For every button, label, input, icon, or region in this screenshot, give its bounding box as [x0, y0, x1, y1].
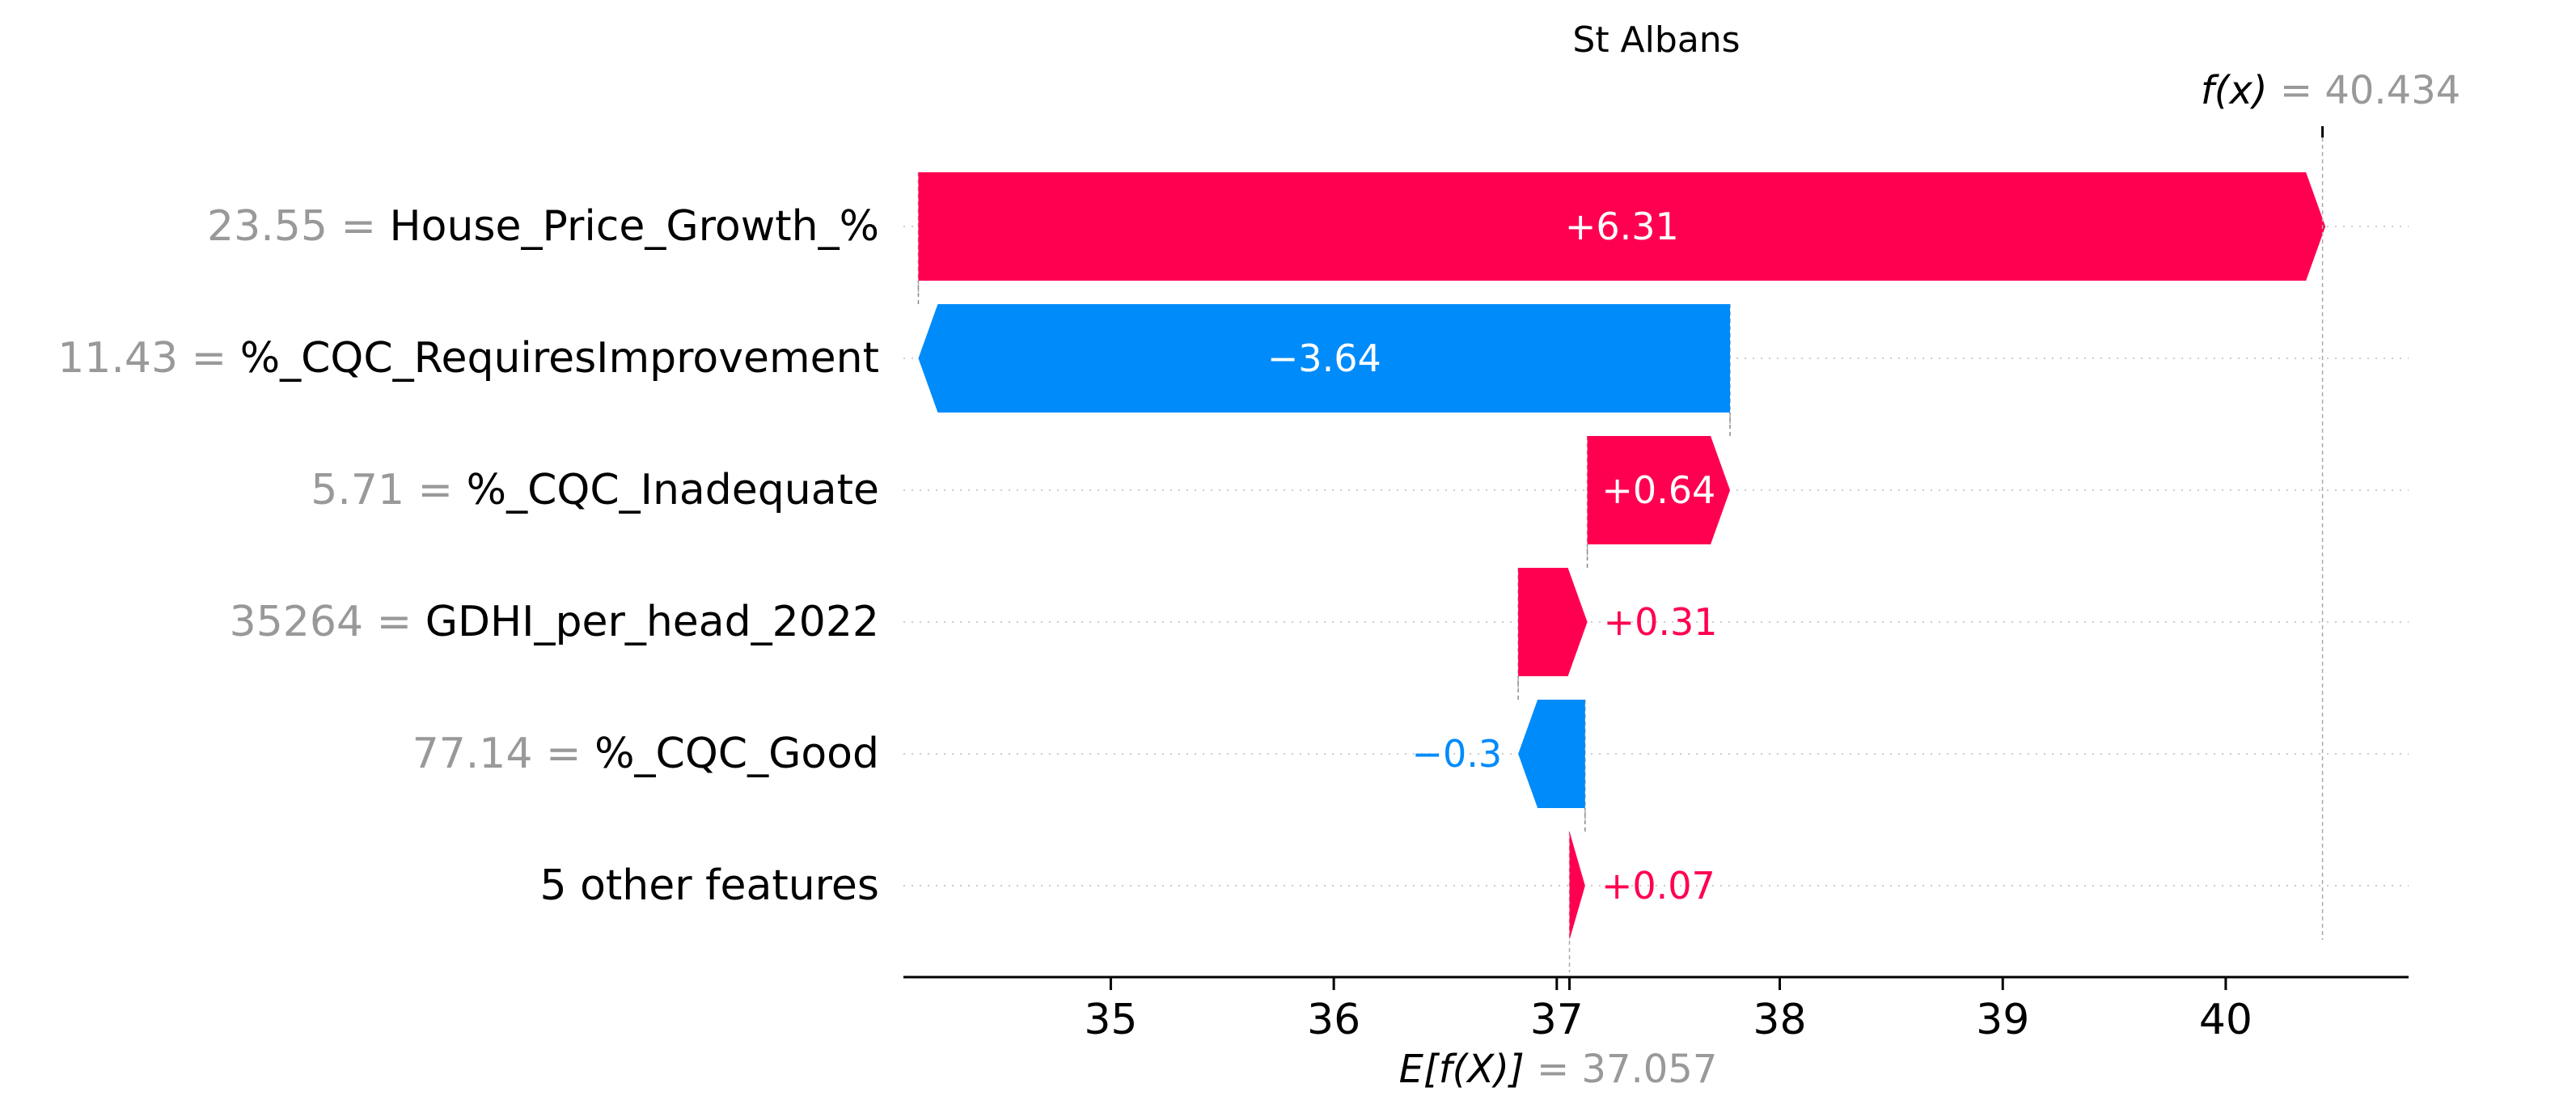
contribution-bar: [1518, 568, 1588, 676]
base-value-symbol: E[f(X)]: [1399, 1047, 1525, 1092]
contribution-label: +0.07: [1601, 864, 1715, 908]
feature-label: 77.14 = %_CQC_Good: [412, 730, 879, 778]
connector-lines: [917, 172, 1731, 972]
contribution-label: −3.64: [1267, 336, 1381, 380]
x-tick-label: 35: [1084, 996, 1137, 1044]
feature-value: 77.14 =: [412, 730, 595, 778]
base-value-annotation: E[f(X)] = 37.057: [1399, 977, 1718, 1092]
feature-label: 5 other features: [539, 861, 879, 910]
contribution-bar: [1587, 436, 1731, 544]
contribution-label: −0.3: [1411, 732, 1502, 776]
contribution-bar: [918, 304, 1731, 413]
x-tick-label: 37: [1530, 996, 1584, 1044]
base-value-label: E[f(X)] = 37.057: [1399, 1047, 1718, 1092]
feature-name: GDHI_per_head_2022: [425, 598, 879, 646]
feature-label: 23.55 = House_Price_Growth_%: [207, 202, 879, 251]
feature-label: 5.71 = %_CQC_Inadequate: [311, 466, 879, 514]
feature-label: 35264 = GDHI_per_head_2022: [230, 598, 879, 646]
output-value-symbol: f(x): [2201, 68, 2268, 113]
x-ticks: 35 36 37 38 39 40: [1084, 977, 2252, 1044]
feature-labels: 23.55 = House_Price_Growth_% 11.43 = %_CQ…: [57, 202, 879, 910]
chart-title: St Albans: [1572, 19, 1740, 61]
feature-value: 5.71 =: [311, 466, 466, 514]
feature-name: 5 other features: [539, 861, 879, 910]
contribution-labels: +6.31 −3.64 +0.64 +0.31 −0.3 +0.07: [1267, 205, 1718, 908]
x-tick-label: 36: [1307, 996, 1360, 1044]
feature-value: 23.55 =: [207, 202, 390, 251]
contribution-bar: [1569, 832, 1585, 940]
feature-label: 11.43 = %_CQC_RequiresImprovement: [57, 334, 879, 383]
base-value-number: = 37.057: [1525, 1047, 1718, 1092]
feature-name: %_CQC_Inadequate: [467, 466, 879, 514]
contribution-bars: [918, 172, 2326, 940]
feature-name: House_Price_Growth_%: [390, 202, 879, 251]
output-value-label: f(x) = 40.434: [2201, 68, 2460, 113]
contribution-bar: [1518, 700, 1585, 808]
contribution-bar: [918, 172, 2326, 281]
contribution-label: +6.31: [1565, 205, 1679, 248]
feature-name: %_CQC_RequiresImprovement: [240, 334, 879, 383]
contribution-label: +0.31: [1604, 600, 1718, 644]
feature-value: 35264 =: [230, 598, 425, 646]
output-value-number: = 40.434: [2268, 68, 2461, 113]
x-tick-label: 38: [1753, 996, 1806, 1044]
feature-name: %_CQC_Good: [594, 730, 879, 778]
feature-value: 11.43 =: [57, 334, 240, 383]
x-tick-label: 40: [2199, 996, 2252, 1044]
x-tick-label: 39: [1976, 996, 2029, 1044]
x-axis: 35 36 37 38 39 40: [903, 975, 2409, 1044]
output-value-annotation: f(x) = 40.434: [2201, 68, 2460, 940]
contribution-label: +0.64: [1601, 468, 1715, 512]
